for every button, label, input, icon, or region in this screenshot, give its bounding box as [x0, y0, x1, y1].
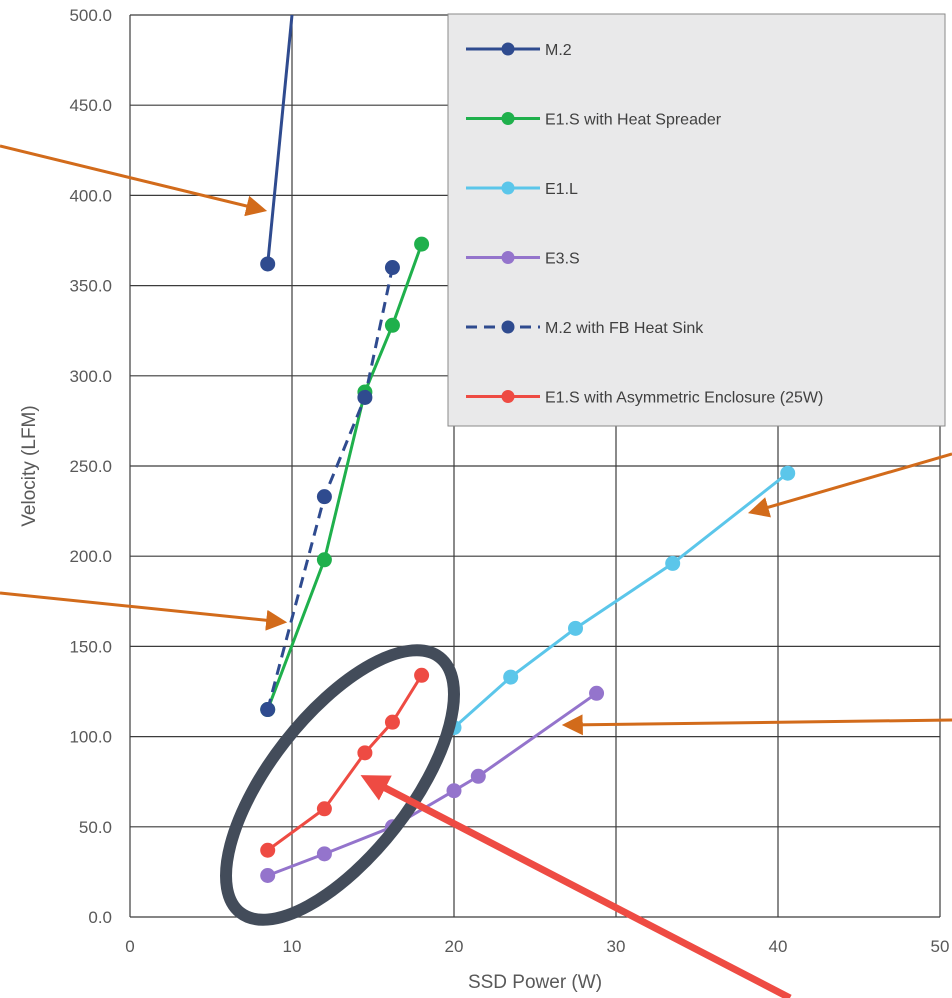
y-tick-label: 500.0	[69, 6, 112, 25]
data-point	[665, 555, 681, 571]
y-tick-label: 0.0	[88, 908, 112, 927]
legend-swatch-marker	[501, 390, 515, 403]
x-axis-ticks: 0 10 20 30 40 50	[125, 937, 949, 956]
legend-background	[447, 13, 946, 427]
arrow-to-e1s-heat-spreader	[0, 591, 288, 631]
legend-swatch-marker	[501, 320, 515, 334]
data-point	[316, 489, 332, 505]
legend-items: M.2 E1.S with Heat Spreader E1.L E3.S M.2 wi…	[466, 42, 823, 407]
data-point	[316, 552, 332, 568]
legend-swatch-marker	[501, 181, 515, 195]
legend-item-e1-l: E1.L	[466, 181, 578, 198]
arrow-to-m2	[0, 144, 268, 217]
legend-box: M.2 E1.S with Heat Spreader E1.L E3.S M.2 wi…	[447, 13, 946, 427]
series-line	[266, 267, 394, 710]
y-tick-label: 200.0	[69, 547, 112, 566]
data-point	[260, 868, 276, 884]
data-point	[260, 702, 276, 718]
y-axis-title: Velocity (LFM)	[19, 405, 40, 526]
legend-label: M.2	[545, 42, 572, 59]
x-tick-label: 20	[445, 937, 464, 956]
annotation-layer	[0, 144, 952, 998]
data-point	[470, 768, 486, 784]
x-tick-label: 50	[931, 937, 950, 956]
arrow-to-e1l	[747, 452, 952, 518]
x-tick-label: 0	[125, 937, 134, 956]
data-point	[780, 465, 796, 481]
highlight-ellipse	[220, 644, 460, 926]
data-point	[260, 842, 276, 858]
legend-item-e1-s-with-heat-spreader: E1.S with Heat Spreader	[466, 112, 722, 129]
x-tick-label: 10	[283, 937, 302, 956]
legend-label: E1.S with Heat Spreader	[545, 112, 722, 129]
data-point	[589, 685, 605, 701]
series-e1-s-with-asymmetric-enclosure-25w	[260, 667, 430, 858]
legend-item-e1-s-with-asymmetric-enclosure-25w: E1.S with Asymmetric Enclosure (25W)	[466, 390, 823, 407]
data-point	[446, 783, 462, 799]
y-axis-ticks: 0.0 50.0 100.0 150.0 200.0 250.0 300.0 350.0 400…	[69, 6, 112, 927]
series-line	[266, 14, 294, 265]
legend-item-m-2: M.2	[466, 42, 572, 59]
series-layer	[260, 14, 796, 884]
data-point	[384, 714, 400, 730]
legend-swatch-marker	[501, 251, 515, 264]
data-point	[568, 620, 583, 636]
legend-item-e3-s: E3.S	[466, 251, 580, 268]
y-tick-label: 50.0	[79, 818, 112, 837]
legend-swatch-marker	[501, 112, 515, 125]
legend-label: E1.S with Asymmetric Enclosure (25W)	[545, 390, 823, 407]
legend-label: E1.L	[545, 181, 578, 198]
data-point	[316, 846, 332, 862]
y-tick-label: 350.0	[69, 277, 112, 296]
data-point	[357, 745, 373, 761]
y-tick-label: 250.0	[69, 457, 112, 476]
highlight-arrow	[360, 775, 792, 998]
legend-label: M.2 with FB Heat Sink	[545, 320, 704, 337]
data-point	[384, 317, 400, 333]
data-point	[503, 669, 519, 685]
data-point	[384, 260, 400, 276]
data-point	[316, 801, 332, 817]
legend-label: E3.S	[545, 251, 580, 268]
x-tick-label: 30	[607, 937, 626, 956]
series-m-2	[260, 14, 294, 272]
y-tick-label: 300.0	[69, 367, 112, 386]
y-tick-label: 450.0	[69, 96, 112, 115]
x-tick-label: 40	[769, 937, 788, 956]
legend-item-m-2-with-fb-heat-sink: M.2 with FB Heat Sink	[466, 320, 704, 337]
arrow-to-e3s	[561, 714, 952, 736]
x-axis-title: SSD Power (W)	[468, 972, 602, 993]
data-point	[357, 389, 373, 405]
y-tick-label: 100.0	[69, 728, 112, 747]
y-tick-label: 400.0	[69, 186, 112, 205]
y-tick-label: 150.0	[69, 637, 112, 656]
data-point	[414, 236, 430, 252]
data-point	[260, 256, 276, 272]
data-point	[414, 667, 430, 683]
series-m-2-with-fb-heat-sink	[260, 260, 400, 718]
legend-swatch-marker	[501, 42, 515, 56]
